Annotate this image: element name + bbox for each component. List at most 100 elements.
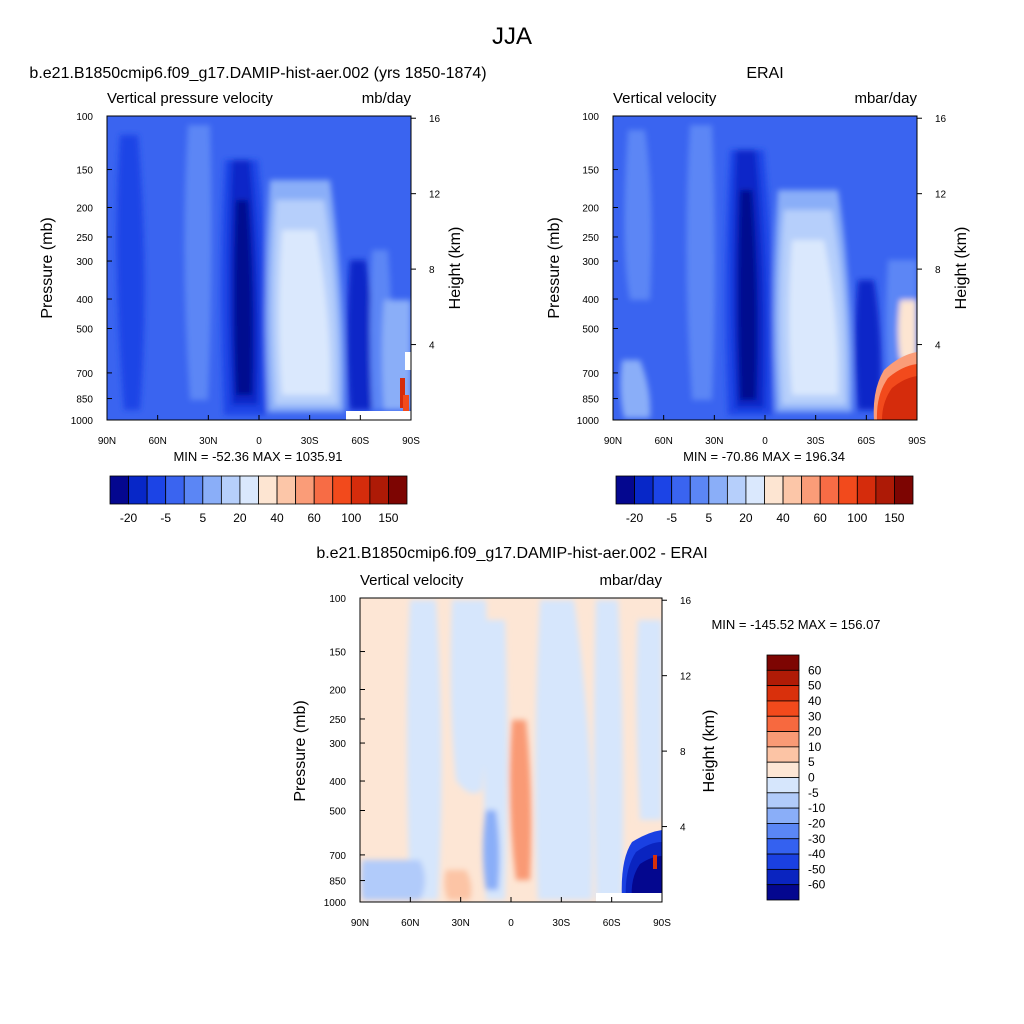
colorbar-box — [258, 475, 278, 505]
colorbar-label: 40 — [808, 694, 822, 708]
y-tick-label: 400 — [329, 777, 346, 788]
colorbar-box — [838, 475, 858, 505]
colorbar-box — [239, 475, 259, 505]
x-tick-label: 30S — [301, 436, 319, 447]
panel-erai-subtitle-right: mbar/day — [854, 90, 917, 107]
y-tick-label: 700 — [76, 369, 93, 380]
colorbar-label: 10 — [808, 740, 822, 754]
panel-erai-subtitle-left: Vertical velocity — [613, 90, 717, 107]
y-tick-label: 200 — [76, 204, 93, 215]
panel-diff-subtitle-left: Vertical velocity — [360, 572, 464, 589]
y-tick-label: 400 — [582, 295, 599, 306]
x-tick-label: 60S — [351, 436, 369, 447]
colorbar-box — [766, 792, 800, 809]
x-tick-label: 90S — [402, 436, 420, 447]
colorbar-box — [875, 475, 895, 505]
panel-model-title: b.e21.B1850cmip6.f09_g17.DAMIP-hist-aer.… — [29, 65, 486, 82]
x-tick-label: 90S — [908, 436, 926, 447]
panel-model-ylabel-right: Height (km) — [447, 227, 464, 310]
panel-erai-colorbar: -20 -5 5 20 40 60 100 150 — [615, 475, 914, 525]
y-tick-label: 700 — [329, 851, 346, 862]
panel-model-axes: 100 150 200 250 300 400 500 700 850 1000 90N 60N 30N… — [71, 112, 441, 447]
colorbar-box — [766, 746, 800, 763]
y-tick-label: 100 — [329, 594, 346, 605]
colorbar-label: 50 — [808, 679, 822, 693]
panel-model-field — [107, 116, 411, 420]
colorbar-label: -5 — [808, 786, 819, 800]
colorbar-label: -5 — [666, 511, 677, 525]
panel-diff: b.e21.B1850cmip6.f09_g17.DAMIP-hist-aer.… — [292, 545, 881, 929]
panel-model-stats: MIN = -52.36 MAX = 1035.91 — [173, 449, 342, 464]
colorbar-label: -20 — [808, 816, 826, 830]
y-tick-label: 850 — [329, 877, 346, 888]
y-tick-label: 500 — [76, 324, 93, 335]
colorbar-box — [766, 807, 800, 824]
colorbar-box — [388, 475, 408, 505]
y-tick-label: 150 — [329, 648, 346, 659]
y-tick-label: 850 — [76, 395, 93, 406]
colorbar-box — [295, 475, 315, 505]
colorbar-box — [652, 475, 673, 505]
x-tick-label: 0 — [762, 436, 768, 447]
colorbar-label: -30 — [808, 832, 826, 846]
y-right-tick-label: 8 — [680, 747, 686, 758]
y-tick-label: 200 — [582, 204, 599, 215]
x-tick-label: 60N — [654, 436, 672, 447]
colorbar-box — [766, 715, 800, 732]
y-right-tick-label: 16 — [429, 114, 441, 125]
colorbar-box — [332, 475, 352, 505]
colorbar-box — [766, 838, 800, 855]
x-tick-label: 30N — [705, 436, 723, 447]
x-tick-label: 90S — [653, 918, 671, 929]
colorbar-label: 60 — [814, 511, 828, 525]
panel-model-ylabel: Pressure (mb) — [39, 217, 56, 318]
x-tick-label: 60N — [401, 918, 419, 929]
x-tick-label: 90N — [604, 436, 622, 447]
colorbar-label: 0 — [808, 771, 815, 785]
colorbar-label: 20 — [739, 511, 753, 525]
x-tick-label: 30N — [451, 918, 469, 929]
colorbar-label: 20 — [233, 511, 247, 525]
colorbar-box — [220, 475, 241, 505]
colorbar-label: -10 — [808, 801, 826, 815]
panel-diff-ylabel: Pressure (mb) — [292, 700, 309, 801]
y-right-tick-label: 8 — [429, 265, 435, 276]
y-right-tick-label: 4 — [429, 341, 435, 352]
colorbar-box — [856, 475, 877, 505]
colorbar-label: 20 — [808, 725, 822, 739]
colorbar-label: 30 — [808, 709, 822, 723]
y-tick-label: 850 — [582, 395, 599, 406]
y-tick-label: 500 — [582, 324, 599, 335]
colorbar-box — [766, 731, 800, 748]
panel-diff-field — [360, 598, 662, 902]
colorbar-box — [745, 475, 765, 505]
colorbar-box — [766, 823, 800, 840]
colorbar-box — [689, 475, 710, 505]
colorbar-box — [708, 475, 728, 505]
colorbar-box — [276, 475, 297, 505]
y-tick-label: 300 — [76, 257, 93, 268]
colorbar-label: 40 — [270, 511, 284, 525]
panel-erai-field — [613, 116, 917, 420]
y-right-tick-label: 4 — [935, 341, 941, 352]
colorbar-label: 100 — [847, 511, 867, 525]
colorbar-label: -60 — [808, 878, 826, 892]
y-tick-label: 1000 — [324, 898, 347, 909]
y-tick-label: 250 — [329, 715, 346, 726]
colorbar-box — [165, 475, 185, 505]
colorbar-box — [894, 475, 914, 505]
panel-diff-axes: 100 150 200 250 300 400 500 700 850 1000 90N 60N 30N… — [324, 594, 692, 929]
y-right-tick-label: 12 — [935, 190, 947, 201]
y-right-tick-label: 8 — [935, 265, 941, 276]
y-tick-label: 500 — [329, 806, 346, 817]
colorbar-box — [764, 475, 784, 505]
panel-erai-ylabel: Pressure (mb) — [546, 217, 563, 318]
colorbar-box — [726, 475, 747, 505]
colorbar-label: 5 — [808, 755, 815, 769]
x-tick-label: 60S — [857, 436, 875, 447]
colorbar-label: 150 — [884, 511, 904, 525]
colorbar-box — [819, 475, 840, 505]
y-right-tick-label: 16 — [935, 114, 947, 125]
panel-model-subtitle-right: mb/day — [362, 90, 412, 107]
